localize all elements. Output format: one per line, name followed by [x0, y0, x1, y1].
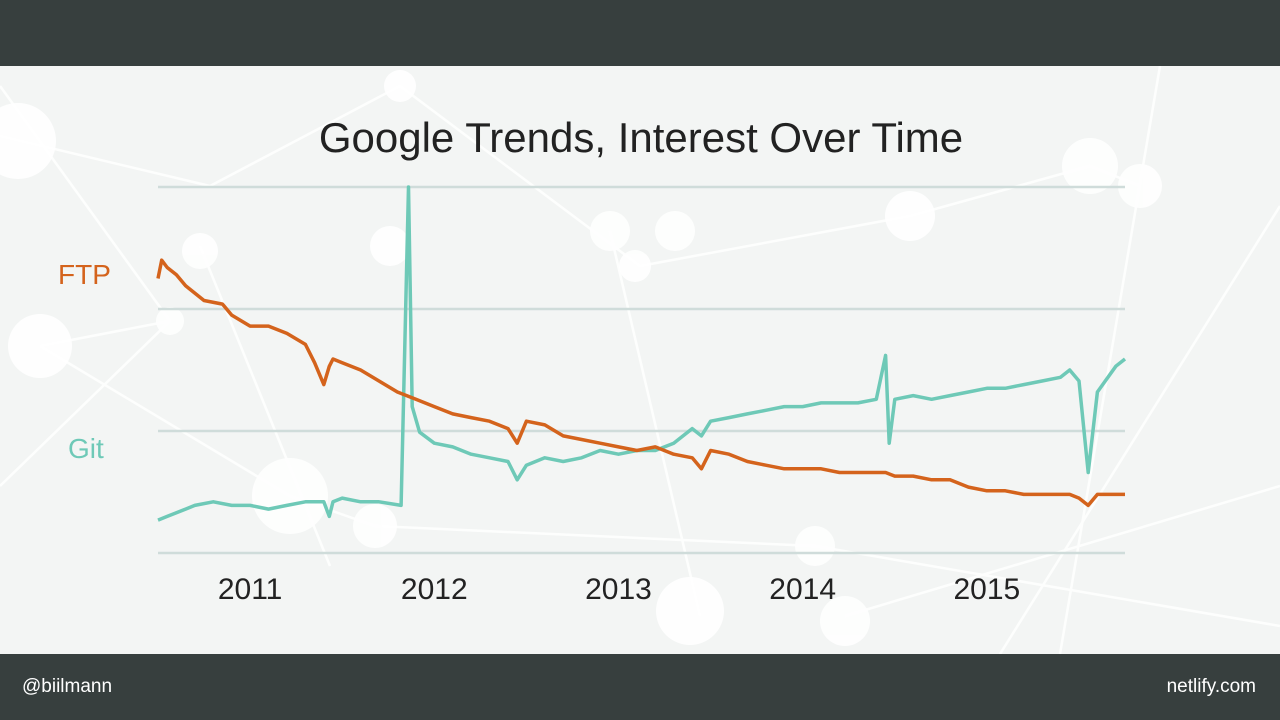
x-tick-label-2012: 2012: [401, 573, 468, 606]
gridlines: [158, 185, 1125, 555]
trends-chart: Google Trends, Interest Over Time FTP Gi…: [58, 114, 1127, 606]
ftp-line: [156, 258, 1125, 508]
top-bar: [0, 0, 1280, 66]
footer-site: netlify.com: [1166, 676, 1256, 697]
footer-bar: @biilmann netlify.com: [0, 654, 1280, 720]
x-tick-label-2014: 2014: [769, 573, 836, 606]
footer-handle: @biilmann: [22, 676, 113, 697]
git-line: [157, 185, 1127, 522]
series-label-ftp: FTP: [58, 259, 111, 290]
chart-title: Google Trends, Interest Over Time: [319, 114, 963, 161]
x-tick-label-2013: 2013: [585, 573, 652, 606]
x-axis-ticks: 2011 2012 2013 2014 2015: [218, 573, 1020, 606]
network-background: [0, 66, 1280, 654]
ftp-series: [156, 258, 1125, 508]
series-label-git: Git: [68, 433, 104, 464]
x-tick-label-2011: 2011: [218, 573, 283, 606]
git-series: [157, 185, 1127, 522]
x-tick-label-2015: 2015: [953, 573, 1020, 606]
slide-content: [0, 66, 1280, 654]
